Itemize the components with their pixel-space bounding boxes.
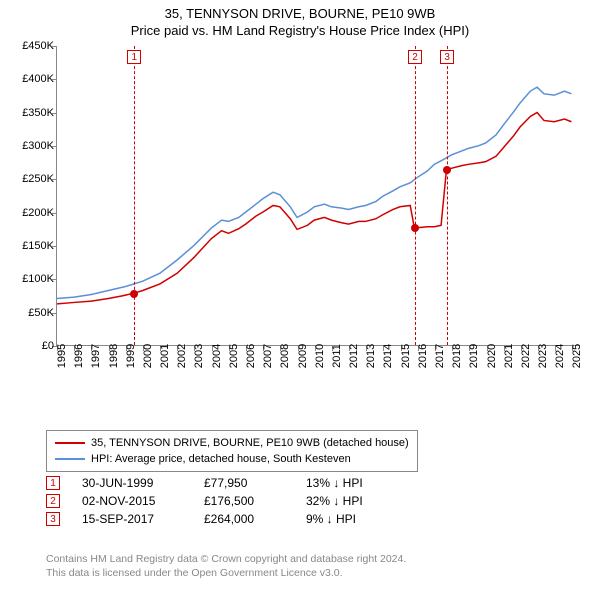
plot-area: 1 2 3 bbox=[56, 46, 580, 346]
event-price: £176,500 bbox=[204, 494, 284, 508]
y-tick-label: £0 bbox=[10, 340, 54, 352]
event-row: 2 02-NOV-2015 £176,500 32% ↓ HPI bbox=[46, 494, 386, 508]
x-tick-label: 2001 bbox=[159, 344, 171, 368]
price-marker-dot bbox=[411, 224, 419, 232]
event-vline bbox=[134, 46, 135, 345]
chart-container: 35, TENNYSON DRIVE, BOURNE, PE10 9WB Pri… bbox=[0, 0, 600, 590]
y-tick-label: £350K bbox=[10, 107, 54, 119]
x-tick-label: 1997 bbox=[90, 344, 102, 368]
price-marker-dot bbox=[443, 166, 451, 174]
event-vline bbox=[415, 46, 416, 345]
event-date: 02-NOV-2015 bbox=[82, 494, 182, 508]
x-tick-label: 2021 bbox=[503, 344, 515, 368]
x-tick-label: 2011 bbox=[331, 344, 343, 368]
x-tick-label: 2007 bbox=[262, 344, 274, 368]
attribution: Contains HM Land Registry data © Crown c… bbox=[46, 552, 406, 580]
event-number-box: 1 bbox=[46, 476, 60, 490]
x-tick-label: 2000 bbox=[142, 344, 154, 368]
legend-label: HPI: Average price, detached house, Sout… bbox=[91, 451, 351, 467]
x-tick-label: 1995 bbox=[56, 344, 68, 368]
event-date: 30-JUN-1999 bbox=[82, 476, 182, 490]
x-tick-label: 2014 bbox=[382, 344, 394, 368]
x-tick-label: 2015 bbox=[400, 344, 412, 368]
x-tick-label: 2002 bbox=[176, 344, 188, 368]
x-tick-label: 2018 bbox=[451, 344, 463, 368]
x-tick-label: 2020 bbox=[486, 344, 498, 368]
event-number-box: 3 bbox=[46, 512, 60, 526]
event-row: 1 30-JUN-1999 £77,950 13% ↓ HPI bbox=[46, 476, 386, 490]
event-price: £264,000 bbox=[204, 512, 284, 526]
legend-item: 35, TENNYSON DRIVE, BOURNE, PE10 9WB (de… bbox=[55, 435, 409, 451]
event-marker-box: 2 bbox=[408, 50, 422, 64]
legend-swatch bbox=[55, 442, 85, 444]
event-marker-box: 3 bbox=[440, 50, 454, 64]
event-row: 3 15-SEP-2017 £264,000 9% ↓ HPI bbox=[46, 512, 386, 526]
event-price: £77,950 bbox=[204, 476, 284, 490]
y-tick-label: £300K bbox=[10, 140, 54, 152]
title-subtitle: Price paid vs. HM Land Registry's House … bbox=[0, 23, 600, 38]
event-diff: 9% ↓ HPI bbox=[306, 512, 386, 526]
chart-lines-svg bbox=[57, 46, 580, 345]
x-tick-label: 2010 bbox=[314, 344, 326, 368]
x-tick-label: 2006 bbox=[245, 344, 257, 368]
event-marker-box: 1 bbox=[127, 50, 141, 64]
x-tick-label: 2016 bbox=[417, 344, 429, 368]
y-tick-label: £250K bbox=[10, 173, 54, 185]
y-tick-label: £50K bbox=[10, 307, 54, 319]
x-tick-label: 2024 bbox=[554, 344, 566, 368]
x-tick-label: 2013 bbox=[365, 344, 377, 368]
legend-label: 35, TENNYSON DRIVE, BOURNE, PE10 9WB (de… bbox=[91, 435, 409, 451]
x-tick-label: 2022 bbox=[520, 344, 532, 368]
attribution-line: Contains HM Land Registry data © Crown c… bbox=[46, 552, 406, 566]
y-tick-label: £200K bbox=[10, 207, 54, 219]
legend-item: HPI: Average price, detached house, Sout… bbox=[55, 451, 409, 467]
x-tick-label: 2023 bbox=[537, 344, 549, 368]
price-marker-dot bbox=[130, 290, 138, 298]
event-vline bbox=[447, 46, 448, 345]
x-tick-label: 1998 bbox=[108, 344, 120, 368]
attribution-line: This data is licensed under the Open Gov… bbox=[46, 566, 406, 580]
event-diff: 13% ↓ HPI bbox=[306, 476, 386, 490]
x-tick-label: 2003 bbox=[193, 344, 205, 368]
event-diff: 32% ↓ HPI bbox=[306, 494, 386, 508]
event-date: 15-SEP-2017 bbox=[82, 512, 182, 526]
x-tick-label: 2025 bbox=[571, 344, 583, 368]
y-tick-label: £450K bbox=[10, 40, 54, 52]
x-tick-label: 1999 bbox=[125, 344, 137, 368]
x-tick-label: 1996 bbox=[73, 344, 85, 368]
y-tick-label: £100K bbox=[10, 273, 54, 285]
y-tick-label: £150K bbox=[10, 240, 54, 252]
y-tick-label: £400K bbox=[10, 73, 54, 85]
legend-swatch bbox=[55, 458, 85, 460]
titles: 35, TENNYSON DRIVE, BOURNE, PE10 9WB Pri… bbox=[0, 0, 600, 38]
title-address: 35, TENNYSON DRIVE, BOURNE, PE10 9WB bbox=[0, 6, 600, 21]
legend: 35, TENNYSON DRIVE, BOURNE, PE10 9WB (de… bbox=[46, 430, 418, 472]
x-tick-label: 2005 bbox=[228, 344, 240, 368]
x-tick-label: 2008 bbox=[279, 344, 291, 368]
x-tick-label: 2009 bbox=[297, 344, 309, 368]
chart-area: 1 2 3 £0 £50K £100K £150K £200K £250K £300K £350K… bbox=[10, 46, 590, 386]
x-tick-label: 2017 bbox=[434, 344, 446, 368]
x-tick-label: 2012 bbox=[348, 344, 360, 368]
x-tick-label: 2004 bbox=[211, 344, 223, 368]
events-table: 1 30-JUN-1999 £77,950 13% ↓ HPI 2 02-NOV… bbox=[46, 476, 386, 530]
event-number-box: 2 bbox=[46, 494, 60, 508]
x-tick-label: 2019 bbox=[468, 344, 480, 368]
